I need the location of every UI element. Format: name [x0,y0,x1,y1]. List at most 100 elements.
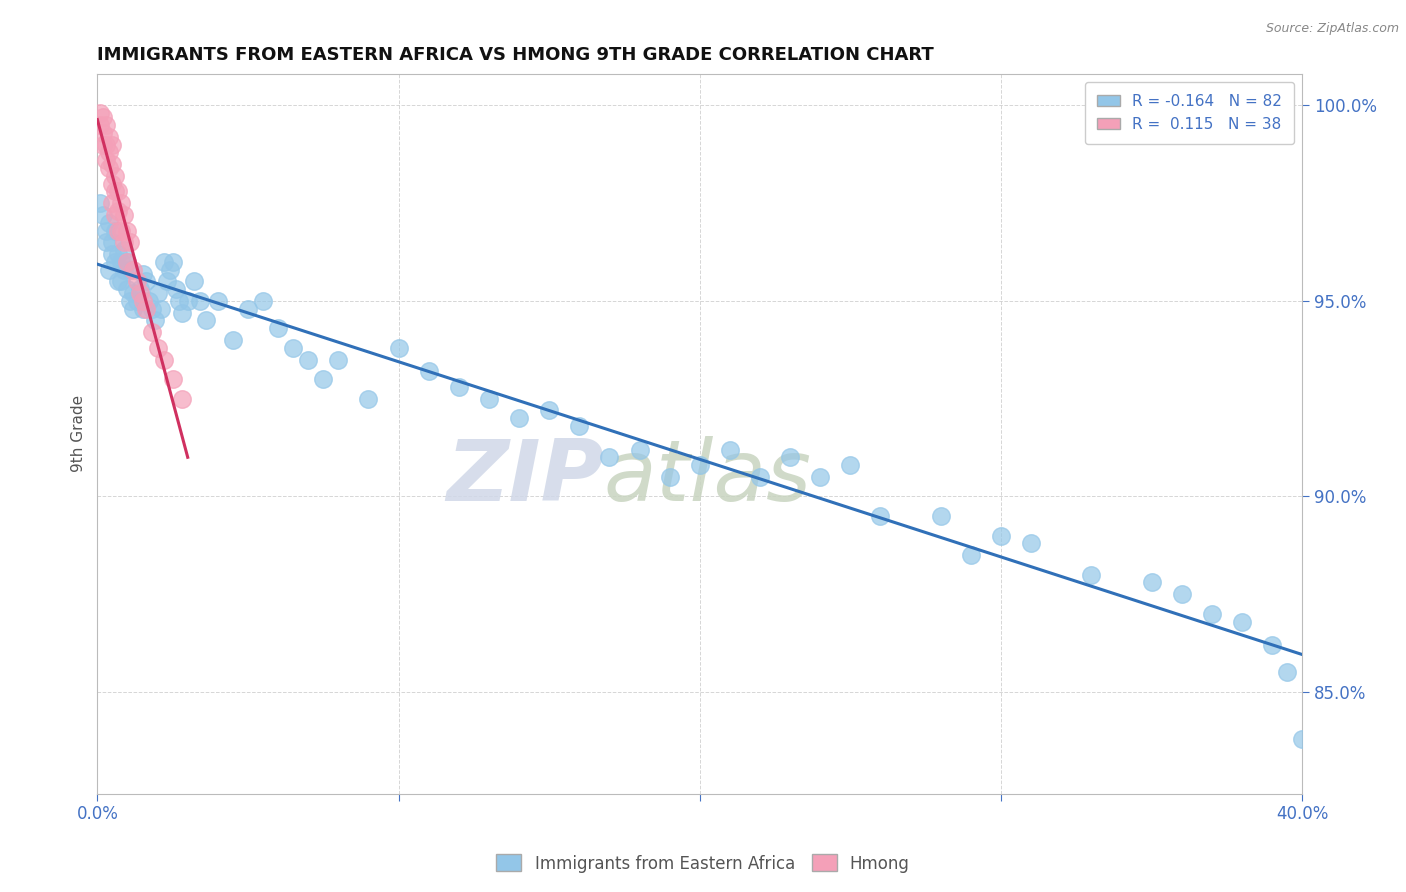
Text: Source: ZipAtlas.com: Source: ZipAtlas.com [1265,22,1399,36]
Point [387,341,409,355]
Point [508,411,530,425]
Point [98,129,121,144]
Point [107,223,129,237]
Point [839,458,862,472]
Point [107,274,129,288]
Point [114,262,136,277]
Point [1080,567,1102,582]
Point [96,118,118,132]
Text: atlas: atlas [603,435,811,518]
Point [89,106,111,120]
Point [357,392,380,406]
Point [114,243,136,257]
Point [1019,536,1042,550]
Y-axis label: 9th Grade: 9th Grade [72,395,86,473]
Point [143,313,166,327]
Point [135,301,157,316]
Point [718,442,741,457]
Point [146,341,169,355]
Point [131,301,153,316]
Point [104,169,127,183]
Point [929,508,952,523]
Point [1275,665,1298,680]
Text: IMMIGRANTS FROM EASTERN AFRICA VS HMONG 9TH GRADE CORRELATION CHART: IMMIGRANTS FROM EASTERN AFRICA VS HMONG … [97,46,934,64]
Point [281,341,304,355]
Point [101,137,124,152]
Point [93,208,115,222]
Point [222,333,245,347]
Point [808,470,831,484]
Point [162,255,184,269]
Point [538,403,561,417]
Point [107,185,129,199]
Point [101,177,124,191]
Point [101,235,124,250]
Point [96,153,118,168]
Point [1201,607,1223,621]
Point [98,161,121,175]
Point [1170,587,1192,601]
Point [689,458,711,472]
Point [162,372,184,386]
Point [138,293,160,308]
Point [170,392,193,406]
Point [96,137,118,152]
Point [170,306,193,320]
Point [110,196,132,211]
Point [131,267,153,281]
Point [959,548,981,562]
Point [156,274,179,288]
Point [122,301,145,316]
Point [120,235,142,250]
Point [89,196,111,211]
Point [1230,615,1253,629]
Point [869,508,891,523]
Point [122,286,145,301]
Point [120,293,142,308]
Point [779,450,801,465]
Point [128,282,150,296]
Point [990,528,1012,542]
Point [207,293,229,308]
Point [328,352,350,367]
Point [104,255,127,269]
Point [749,470,772,484]
Point [146,286,169,301]
Point [128,286,150,301]
Point [177,293,200,308]
Point [1140,575,1163,590]
Point [236,301,259,316]
Point [125,293,148,308]
Point [104,223,127,237]
Point [149,301,172,316]
Point [131,293,153,308]
Point [152,352,174,367]
Point [117,255,139,269]
Point [104,208,127,222]
Point [194,313,217,327]
Point [568,419,591,434]
Point [122,262,145,277]
Point [418,364,440,378]
Point [141,325,163,339]
Point [93,110,115,124]
Point [152,255,174,269]
Point [117,255,139,269]
Point [110,223,132,237]
Point [159,262,181,277]
Point [93,137,115,152]
Point [628,442,651,457]
Point [117,282,139,296]
Point [117,223,139,237]
Legend: R = -0.164   N = 82, R =  0.115   N = 38: R = -0.164 N = 82, R = 0.115 N = 38 [1085,82,1295,144]
Point [1291,731,1313,746]
Point [297,352,319,367]
Point [165,282,187,296]
Point [101,157,124,171]
Point [110,255,132,269]
Point [267,321,290,335]
Point [98,216,121,230]
Point [120,262,142,277]
Point [114,235,136,250]
Point [101,196,124,211]
